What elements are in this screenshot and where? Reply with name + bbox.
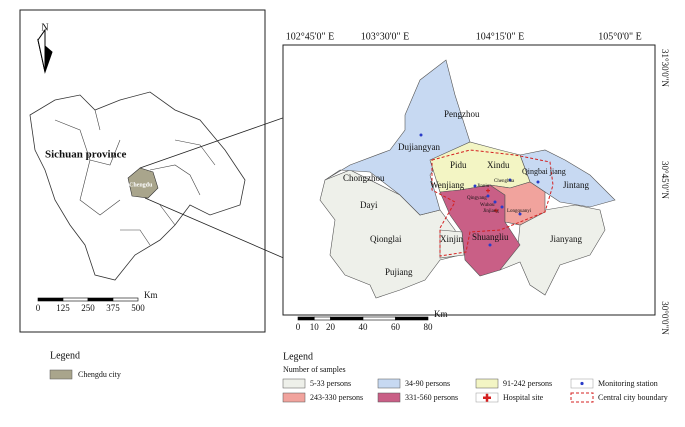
province-label: Sichuan province: [45, 149, 127, 161]
district-label: Chongzhou: [343, 173, 385, 183]
longitude-label: 105°0'0" E: [598, 31, 642, 42]
scale-segment: [87, 297, 114, 302]
scale-unit: Km: [434, 309, 448, 319]
district-label: Chenghua: [494, 179, 515, 184]
district-label: Jinniu: [477, 184, 490, 189]
district-area: [439, 184, 521, 277]
legend-label: 5-33 persons: [310, 379, 351, 388]
district-label: Jianyang: [550, 234, 582, 244]
district-label: Wenjiang: [430, 180, 465, 190]
latitude-label: 31°30'0"N: [660, 49, 670, 87]
legend-label: Central city boundary: [598, 393, 668, 402]
scale-tick-label: 125: [56, 303, 70, 313]
district-label: Dujiangyan: [398, 142, 440, 152]
district-area: [324, 59, 471, 216]
legend-label: 34-90 persons: [405, 379, 450, 388]
longitude-labels: 102°45'0" E 103°30'0" E 104°15'0" E 105°0'0…: [286, 31, 642, 42]
scale-segment: [313, 316, 331, 321]
district-label: Pidu: [450, 160, 467, 170]
scale-segment: [112, 297, 139, 302]
scale-tick-label: 40: [359, 322, 369, 332]
legend-title: Legend: [50, 350, 80, 361]
longitude-label: 103°30'0" E: [361, 31, 410, 42]
district-label: Pujiang: [385, 267, 413, 277]
district-labels: Pengzhou Dujiangyan Pidu Xindu Qingbai j…: [343, 109, 589, 277]
district-label: Xindu: [487, 160, 510, 170]
legend-swatch: [282, 392, 306, 403]
district-label: Jintang: [563, 180, 589, 190]
scale-tick-label: 0: [36, 303, 41, 313]
central-boundary: [431, 149, 554, 257]
scale-unit: Km: [144, 290, 158, 300]
scale-segment: [330, 316, 364, 321]
district-label: Longquanyi: [507, 209, 532, 214]
scale-tick-label: 10: [310, 322, 320, 332]
latitude-labels: 31°30'0"N 30°45'0"N 30°0'0"N: [660, 49, 670, 335]
legend-subtitle: Number of samples: [283, 365, 346, 374]
scale-segment: [37, 297, 64, 302]
scale-segment: [62, 297, 89, 302]
legend-left: Legend Chengdu city: [49, 350, 121, 380]
scale-segment: [362, 316, 396, 321]
district-label: Pengzhou: [444, 109, 480, 119]
legend-point: [580, 381, 584, 386]
district-label: Qingyang: [467, 196, 487, 201]
north-label: N: [41, 22, 48, 33]
legend-cross: [485, 393, 489, 402]
province-boundaries: [54, 109, 216, 246]
scale-tick-label: 80: [424, 322, 434, 332]
scale-tick-label: 375: [106, 303, 120, 313]
legend-swatch: [377, 392, 401, 403]
legend-swatch: [49, 369, 73, 380]
legend-title: Legend: [283, 351, 313, 362]
district-label: Shuangliu: [472, 232, 509, 242]
scale-tick-label: 60: [391, 322, 401, 332]
legend-swatch: [475, 378, 499, 389]
north-arrow-half: [37, 28, 46, 73]
scale-tick-label: 500: [131, 303, 145, 313]
district-label: Dayi: [360, 200, 378, 210]
left-scale-bar: 0 125 250 375 500 Km: [36, 290, 158, 313]
scale-tick-label: 0: [296, 322, 301, 332]
longitude-label: 102°45'0" E: [286, 31, 335, 42]
left-frame: [19, 9, 266, 333]
scale-segment: [297, 316, 315, 321]
latitude-label: 30°0'0"N: [660, 301, 670, 335]
legend-label: 243-330 persons: [310, 393, 363, 402]
hospital-sites: [486, 188, 498, 213]
legend-box: [570, 392, 594, 403]
district-label: Jinjiang: [483, 209, 499, 214]
legend-label: Chengdu city: [78, 370, 121, 379]
latitude-label: 30°45'0"N: [660, 161, 670, 199]
legend-label: Monitoring station: [598, 379, 658, 388]
legend-swatch: [282, 378, 306, 389]
legend-label: 331-560 persons: [405, 393, 458, 402]
legend-label: Hospital site: [503, 393, 544, 402]
district-label: Qingbai jiang: [522, 167, 566, 176]
district-label: Wuhou: [480, 203, 495, 208]
legend-swatch: [377, 378, 401, 389]
district-area: [439, 229, 465, 259]
scale-segment: [395, 316, 429, 321]
legend-label: 91-242 persons: [503, 379, 552, 388]
monitoring-stations: [419, 133, 540, 247]
legend-right: Legend Number of samples 5-33 persons 34-90…: [282, 351, 668, 403]
scale-tick-label: 20: [326, 322, 336, 332]
district-label: Xinjin: [440, 234, 464, 244]
longitude-label: 104°15'0" E: [476, 31, 525, 42]
city-label: Chengdu: [129, 182, 153, 188]
district-label: Qionglai: [370, 234, 402, 244]
scale-tick-label: 250: [81, 303, 95, 313]
